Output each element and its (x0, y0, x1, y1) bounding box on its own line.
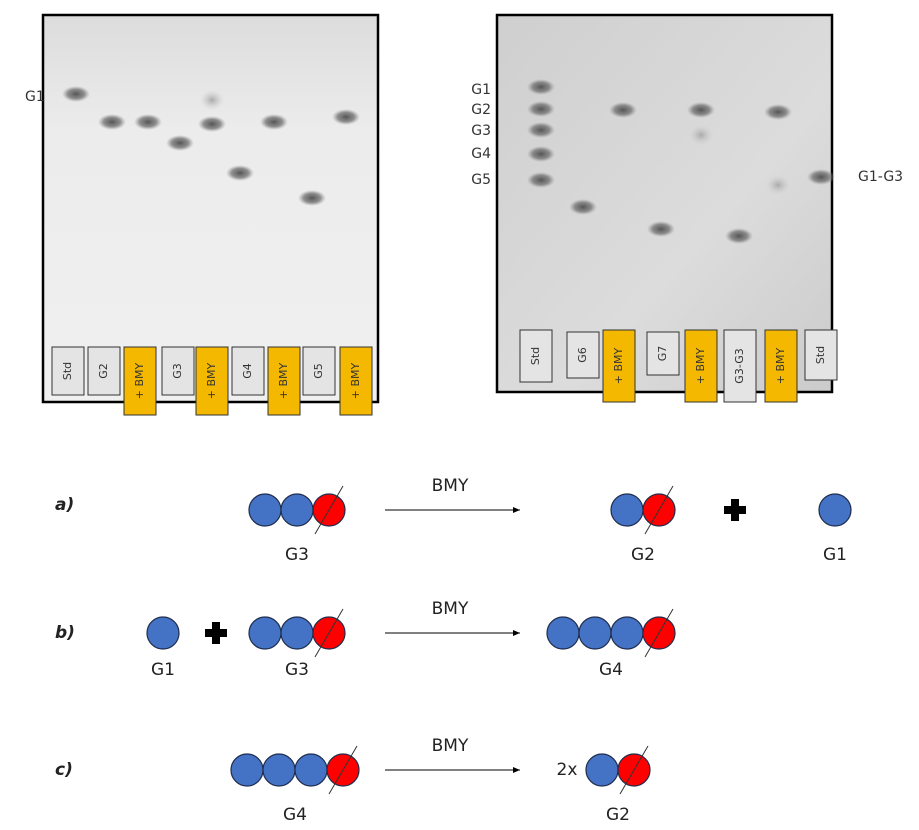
glucose-unit (263, 754, 295, 786)
spot (98, 114, 126, 130)
enzyme: BMY (432, 736, 469, 756)
faint-spot (200, 90, 224, 110)
glucose-unit (281, 494, 313, 526)
lane-label: + BMY (349, 362, 362, 399)
lane-label: G3 (171, 363, 184, 379)
glucose-unit (295, 754, 327, 786)
molecule-label: G2 (606, 805, 630, 825)
lane-label: + BMY (205, 362, 218, 399)
side-label: G4 (471, 146, 491, 162)
glucose-unit (547, 617, 579, 649)
spot (609, 102, 637, 118)
spot (198, 116, 226, 132)
spot (647, 221, 675, 237)
faint-spot (689, 125, 713, 145)
glucose-unit (249, 494, 281, 526)
glucose-unit (231, 754, 263, 786)
reaction-label: b) (55, 623, 75, 643)
spot (569, 199, 597, 215)
side-label: G1-G3 (858, 169, 903, 185)
lane-label: Std (814, 346, 827, 364)
left-plate (43, 15, 378, 402)
spot (725, 228, 753, 244)
molecule-label: G3 (285, 545, 309, 565)
glucose-unit (249, 617, 281, 649)
side-label: G2 (471, 102, 491, 118)
molecule-label: G1 (151, 660, 175, 680)
plus (724, 499, 746, 521)
lane-label: + BMY (694, 347, 707, 384)
spot (527, 146, 555, 162)
enzyme: BMY (432, 599, 469, 619)
side-label: G5 (471, 172, 491, 188)
lane-label: G4 (241, 363, 254, 379)
side-label: G3 (471, 123, 491, 139)
spot (527, 122, 555, 138)
lane-label: + BMY (133, 362, 146, 399)
molecule-label: G2 (631, 545, 655, 565)
spot (332, 109, 360, 125)
faint-spot (766, 175, 790, 195)
molecule-label: G4 (283, 805, 307, 825)
molecule-label: G4 (599, 660, 623, 680)
spot (298, 190, 326, 206)
lane-label: G7 (656, 346, 669, 362)
lane-label: + BMY (612, 347, 625, 384)
molecule-label: G3 (285, 660, 309, 680)
lane-label: + BMY (277, 362, 290, 399)
coefficient: 2x (557, 760, 578, 780)
glucose-unit (579, 617, 611, 649)
figure: Std G2 + BMY G3 + BMY G4 + BMY G5 + BMY Std G6 + BM… (0, 0, 919, 830)
spot (166, 135, 194, 151)
side-label: G1 (25, 89, 45, 105)
glucose-unit (611, 617, 643, 649)
glucose-unit (147, 617, 179, 649)
spot (62, 86, 90, 102)
spot (260, 114, 288, 130)
spot (226, 165, 254, 181)
molecule-label: G1 (823, 545, 847, 565)
glucose-unit (586, 754, 618, 786)
lane-label: G3-G3 (733, 348, 746, 383)
glucose-unit (611, 494, 643, 526)
page: Std G2 + BMY G3 + BMY G4 + BMY G5 + BMY Std G6 + BM… (0, 0, 919, 830)
lane-label: Std (61, 362, 74, 380)
glucose-unit (819, 494, 851, 526)
glucose-unit (281, 617, 313, 649)
spot (807, 169, 835, 185)
spot (764, 104, 792, 120)
lane-label: G5 (312, 363, 325, 379)
spot (687, 102, 715, 118)
spot (134, 114, 162, 130)
enzyme: BMY (432, 476, 469, 496)
plus (205, 622, 227, 644)
reaction-label: c) (55, 760, 73, 780)
lane-label: + BMY (774, 347, 787, 384)
lane-label: G6 (576, 347, 589, 363)
lane-label: Std (529, 347, 542, 365)
spot (527, 101, 555, 117)
spot (527, 79, 555, 95)
spot (527, 172, 555, 188)
side-label: G1 (471, 82, 491, 98)
lane-label: G2 (97, 363, 110, 379)
reaction-label: a) (55, 495, 74, 515)
